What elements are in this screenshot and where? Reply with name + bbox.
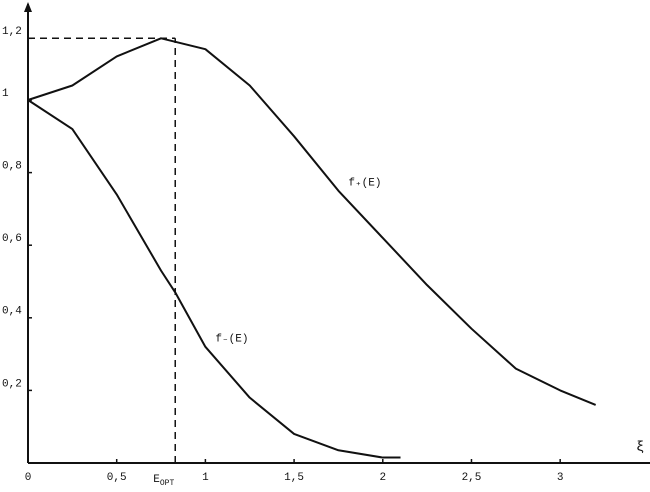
- y-tick-label: 0,4: [2, 306, 22, 318]
- y-tick-label: 0,2: [2, 378, 22, 390]
- x-axis-label: ξ: [636, 440, 644, 456]
- series-label: f₊(E): [348, 178, 381, 190]
- series-line: [27, 37, 597, 406]
- annotation-text: E: [153, 474, 160, 486]
- y-tick-label: 1: [2, 88, 9, 100]
- y-tick-label: 1,2: [2, 26, 22, 38]
- x-tick-label: 1: [202, 472, 209, 484]
- x-tick-label: 1,5: [284, 472, 304, 484]
- x-tick-label: 3: [557, 472, 564, 484]
- y-tick-label: 0,8: [2, 161, 22, 173]
- annotation-label: EOPT: [153, 474, 174, 488]
- x-tick-label: 2,5: [462, 472, 482, 484]
- x-tick-label: 0: [25, 472, 32, 484]
- y-axis-arrow: [24, 2, 32, 12]
- y-tick-label: 0,6: [2, 233, 22, 245]
- x-tick-label: 2: [379, 472, 386, 484]
- x-tick-label: 0,5: [107, 472, 127, 484]
- series-label: f₋(E): [215, 334, 248, 346]
- series-line: [27, 99, 401, 459]
- annotation-subscript: OPT: [160, 479, 175, 488]
